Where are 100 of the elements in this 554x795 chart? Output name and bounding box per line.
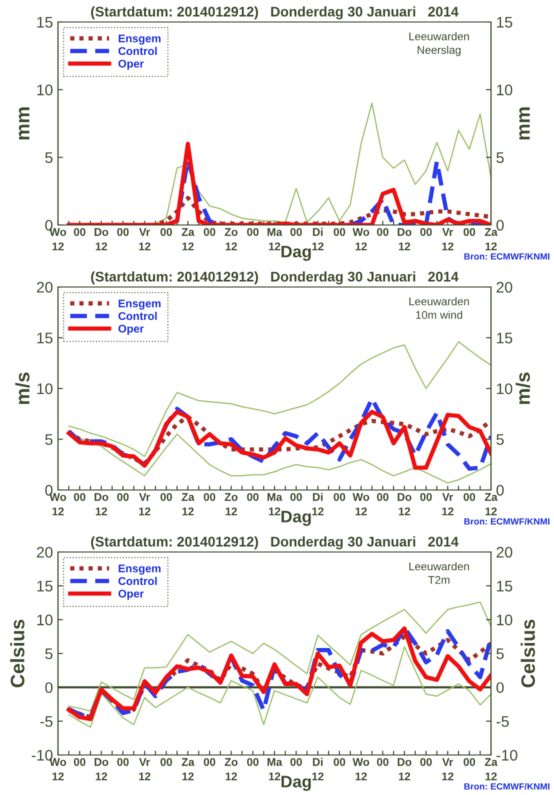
x-tick-label: Vr 12 <box>442 228 454 250</box>
x-tick-label: Do 12 <box>94 758 108 780</box>
x-tick-label: 00 <box>464 228 476 236</box>
x-tick-label: Di 12 <box>312 492 324 516</box>
y-tick-label: 15 <box>37 17 52 28</box>
x-tick-label: Zo 12 <box>224 228 238 250</box>
x-tick-label: 00 <box>160 758 172 766</box>
x-tick-label: 00 <box>204 228 216 236</box>
legend-label: Control <box>118 312 157 320</box>
x-tick-label: 00 <box>247 758 259 766</box>
y2-tick-label: 5 <box>496 434 504 445</box>
x-tick-label: 00 <box>377 493 388 501</box>
y-tick-label: 0 <box>45 682 53 694</box>
y-axis-title: mm <box>18 107 30 140</box>
y-tick-label: 5 <box>45 648 52 660</box>
chart-title: (Startdatum: 2014012912) Donderdag 30 Januari 2014 <box>91 271 459 284</box>
y2-tick-label: 10 <box>497 84 512 96</box>
x-tick-label: 00 <box>420 493 432 501</box>
x-tick-label: 00 <box>160 493 172 501</box>
x-tick-label: 00 <box>74 228 86 236</box>
legend-label: Oper <box>118 590 144 600</box>
y2-tick-label: 5 <box>496 152 504 164</box>
x-tick-label: Ma 12 <box>268 228 282 250</box>
x-tick-label: 00 <box>420 758 432 766</box>
y-tick-label: 5 <box>45 152 52 164</box>
text: Bron: ECMWF/KNMI <box>464 783 550 790</box>
y-tick-label: 15 <box>37 332 52 344</box>
x-tick-label: Vr 12 <box>442 758 454 780</box>
legend-label: Ensgem <box>118 564 161 575</box>
x-tick-label: 00 <box>464 493 476 501</box>
y2-tick-label: 15 <box>497 332 512 344</box>
line-series <box>68 601 491 712</box>
y2-tick-label: 0 <box>496 220 504 231</box>
x-tick-label: 00 <box>290 758 302 766</box>
x-tick-label: 00 <box>204 493 216 501</box>
annotation: Leeuwarden 10m wind <box>409 297 469 319</box>
x-tick-label: Za 12 <box>484 493 498 516</box>
chart-title: (Startdatum: 2014012912) Donderdag 30 Januari 2014 <box>91 6 459 20</box>
text: Bron: ECMWF/KNMI <box>464 253 550 260</box>
line-series <box>68 341 491 458</box>
x-tick-label: Za 12 <box>182 228 194 250</box>
y2-axis-title: m/s <box>516 372 530 404</box>
x-tick-label: Ma 12 <box>268 758 282 780</box>
legend-label: Control <box>118 576 157 586</box>
y2-tick-label: 0 <box>496 484 504 496</box>
legend-label: Control <box>118 46 157 56</box>
y-tick-label: -5 <box>40 716 52 727</box>
y-tick-label: 10 <box>37 84 53 96</box>
x-tick-label: 00 <box>247 228 259 236</box>
x-tick-label: Za 12 <box>484 758 498 780</box>
annotation: Leeuwarden T2m <box>409 562 469 584</box>
y2-tick-label: 0 <box>496 682 504 694</box>
x-tick-label: Do 12 <box>398 758 412 780</box>
legend-label: Ensgem <box>118 34 161 45</box>
x-tick-label: Do 12 <box>398 228 412 250</box>
x-tick-label: 00 <box>334 758 346 766</box>
x-tick-label: Di 12 <box>312 228 324 250</box>
x-tick-label: Di 12 <box>312 758 324 780</box>
x-tick-label: 00 <box>420 228 432 236</box>
x-tick-label: 00 <box>117 758 129 766</box>
y2-tick-label: 20 <box>496 282 512 293</box>
x-tick-label: 00 <box>74 758 86 766</box>
y-tick-label: 10 <box>37 383 53 394</box>
y2-tick-label: 10 <box>497 383 512 394</box>
y-tick-label: 15 <box>37 580 52 592</box>
y2-tick-label: 10 <box>497 614 512 626</box>
x-tick-label: Vr 12 <box>139 228 150 250</box>
x-tick-label: Wo 12 <box>352 228 370 250</box>
x-tick-label: Vr 12 <box>442 493 454 516</box>
x-axis-title: Dag <box>282 510 311 526</box>
x-tick-label: 00 <box>334 228 346 236</box>
y2-tick-label: 15 <box>497 580 512 592</box>
x-tick-label: 00 <box>377 228 388 236</box>
legend-label: Oper <box>118 60 144 70</box>
y2-tick-label: 15 <box>497 17 512 28</box>
line-series <box>68 646 491 728</box>
x-tick-label: Zo 12 <box>224 493 238 516</box>
x-tick-label: 00 <box>74 493 86 501</box>
x-tick-label: 00 <box>464 758 476 766</box>
y2-tick-label: 5 <box>496 648 504 660</box>
x-tick-label: Zo 12 <box>224 758 238 780</box>
x-tick-label: Za 12 <box>182 758 194 780</box>
x-tick-label: Za 12 <box>484 228 498 250</box>
x-tick-label: Do 12 <box>94 228 108 250</box>
x-tick-label: 00 <box>334 493 346 501</box>
x-tick-label: 00 <box>160 228 172 236</box>
line-series <box>66 142 491 225</box>
x-tick-label: 00 <box>204 758 216 766</box>
x-tick-label: Za 12 <box>182 493 194 516</box>
x-tick-label: Vr 12 <box>139 493 150 516</box>
y2-axis-title: Celsius <box>520 620 535 688</box>
annotation: Leeuwarden Neerslag <box>409 32 469 56</box>
y-axis-title: Celsius <box>10 620 24 688</box>
x-axis-title: Dag <box>282 246 311 261</box>
x-tick-label: 00 <box>117 493 129 501</box>
legend-label: Ensgem <box>118 300 161 310</box>
y2-tick-label: 20 <box>496 546 512 558</box>
y2-axis-title: mm <box>519 107 530 140</box>
x-tick-label: Ma 12 <box>268 493 282 516</box>
x-tick-label: Wo 12 <box>352 493 370 516</box>
